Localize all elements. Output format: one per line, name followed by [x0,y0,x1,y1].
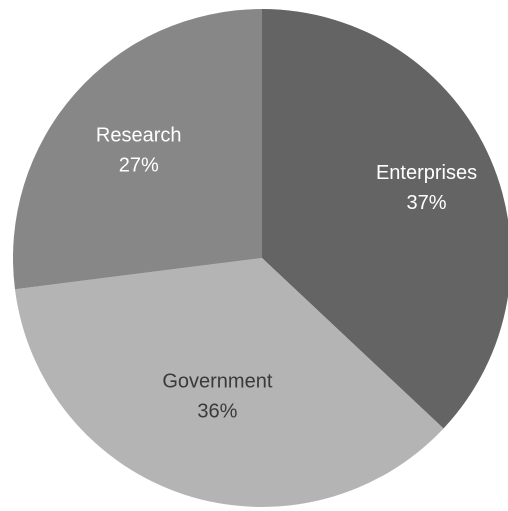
slice-value-research: 27% [119,154,159,176]
slice-value-government: 36% [197,400,237,422]
slice-value-enterprises: 37% [407,192,447,214]
pie-slice-enterprises [262,9,508,429]
slices-layer [12,9,508,507]
labels-layer: Enterprises 37% Government 36% Research 27% [96,124,477,422]
pie-slice-government [14,258,444,507]
slice-label-enterprises: Enterprises [376,162,477,184]
slice-label-research: Research [96,124,182,146]
pie-slice-research [12,9,262,290]
slice-label-government: Government [162,370,272,392]
